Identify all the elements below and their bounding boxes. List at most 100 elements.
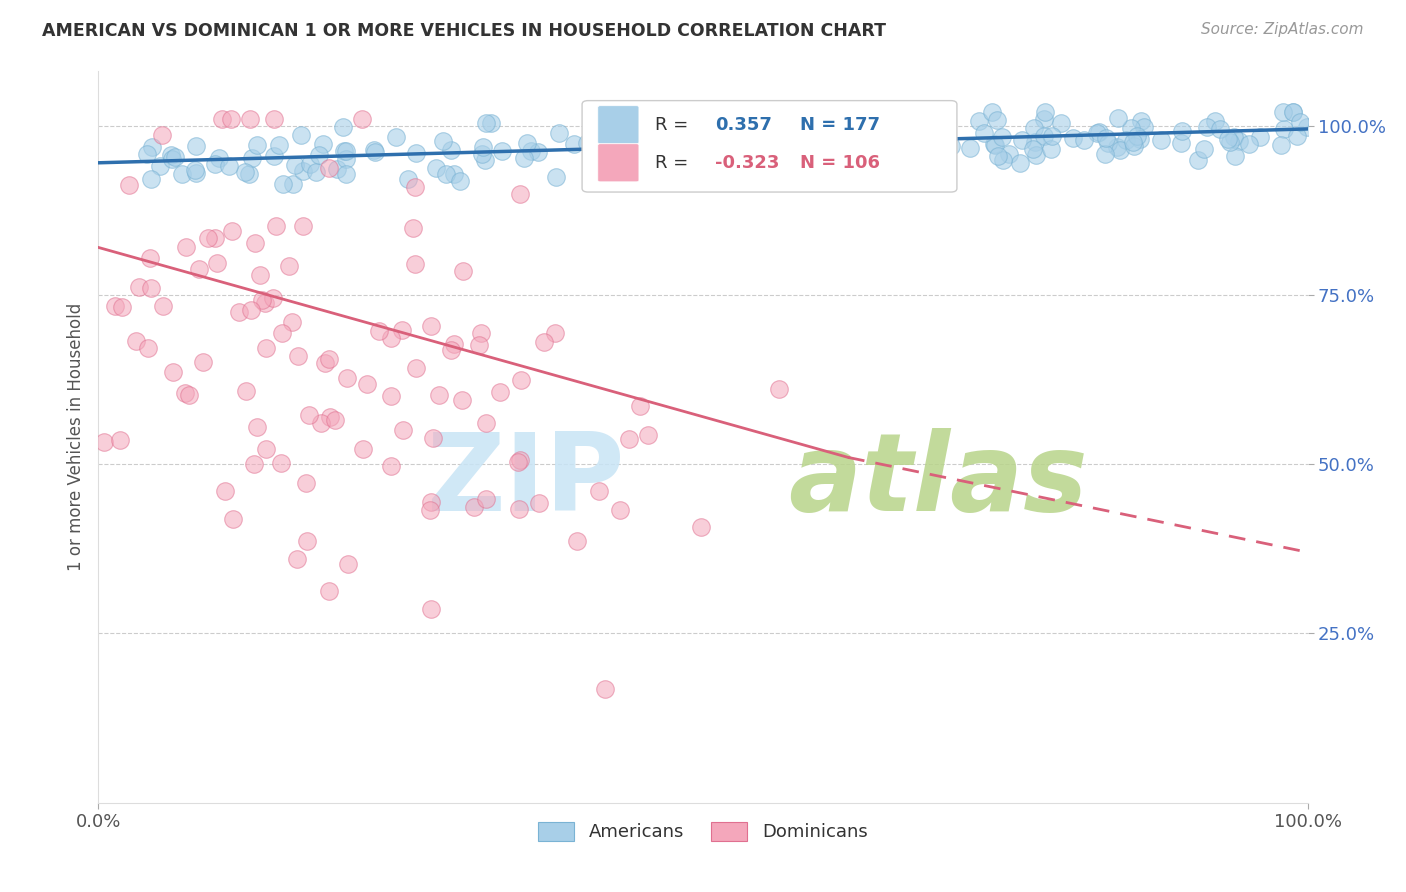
Point	[821, 129, 844, 144]
Point	[292, 219, 315, 233]
Point	[318, 352, 340, 367]
Point	[474, 153, 496, 167]
Point	[118, 178, 141, 192]
Point	[240, 152, 263, 166]
Point	[170, 167, 193, 181]
Point	[434, 167, 457, 181]
Point	[744, 133, 766, 147]
Legend: Americans, Dominicans: Americans, Dominicans	[531, 814, 875, 848]
Point	[813, 128, 835, 142]
Point	[335, 152, 357, 166]
Point	[986, 113, 1008, 128]
Point	[987, 149, 1010, 163]
Point	[290, 128, 312, 142]
Point	[773, 115, 796, 129]
Point	[765, 116, 787, 130]
Point	[270, 456, 292, 470]
Point	[474, 491, 496, 506]
Point	[468, 337, 491, 351]
Point	[352, 442, 374, 456]
Point	[1218, 131, 1240, 145]
Point	[141, 172, 163, 186]
Point	[271, 177, 294, 191]
Point	[204, 157, 226, 171]
Point	[489, 385, 512, 400]
Point	[891, 139, 914, 153]
Point	[222, 512, 245, 526]
Point	[245, 236, 267, 251]
Point	[1225, 149, 1247, 163]
Point	[294, 475, 316, 490]
Point	[128, 280, 150, 294]
Point	[509, 373, 531, 387]
Point	[422, 431, 444, 445]
Point	[427, 388, 450, 402]
Point	[920, 135, 942, 149]
Point	[991, 130, 1014, 145]
Point	[1062, 131, 1084, 145]
Point	[470, 326, 492, 340]
Point	[690, 520, 713, 534]
Point	[1204, 114, 1226, 128]
Point	[1282, 105, 1305, 120]
Point	[650, 147, 672, 161]
Point	[419, 503, 441, 517]
Point	[1274, 121, 1296, 136]
Point	[184, 166, 207, 180]
Point	[141, 140, 163, 154]
Point	[253, 296, 276, 310]
Point	[929, 144, 952, 158]
Point	[1209, 121, 1232, 136]
Point	[918, 149, 941, 163]
Point	[93, 434, 115, 449]
Point	[1270, 137, 1292, 152]
Point	[308, 148, 330, 162]
Point	[617, 432, 640, 446]
Point	[174, 386, 197, 401]
Point	[520, 144, 543, 158]
Point	[1295, 120, 1317, 134]
Point	[543, 326, 565, 341]
Point	[1024, 135, 1046, 149]
Point	[197, 231, 219, 245]
Point	[1042, 128, 1064, 143]
Point	[419, 602, 441, 616]
Point	[1040, 142, 1063, 156]
Point	[647, 165, 669, 179]
Point	[927, 145, 949, 159]
Point	[239, 112, 262, 126]
Point	[1282, 105, 1305, 120]
Point	[299, 157, 322, 171]
Point	[1132, 120, 1154, 134]
Point	[786, 133, 808, 147]
Point	[295, 533, 318, 548]
Point	[924, 120, 946, 135]
Point	[439, 143, 461, 157]
Point	[1049, 116, 1071, 130]
Point	[512, 151, 534, 165]
Point	[245, 138, 267, 153]
Point	[263, 112, 285, 126]
Point	[305, 165, 328, 179]
Text: atlas: atlas	[787, 428, 1087, 534]
Point	[152, 299, 174, 313]
Text: 0.357: 0.357	[716, 116, 772, 134]
Point	[432, 134, 454, 148]
Point	[586, 157, 609, 171]
Point	[162, 366, 184, 380]
Point	[139, 251, 162, 265]
Point	[780, 145, 803, 160]
Point	[283, 177, 305, 191]
FancyBboxPatch shape	[582, 101, 957, 192]
Point	[246, 420, 269, 434]
Point	[380, 458, 402, 473]
Point	[1121, 121, 1143, 136]
Point	[242, 457, 264, 471]
Point	[876, 116, 898, 130]
Point	[281, 315, 304, 329]
Point	[472, 139, 495, 153]
Point	[135, 147, 157, 161]
FancyBboxPatch shape	[598, 144, 638, 182]
Point	[1170, 136, 1192, 150]
Point	[335, 167, 357, 181]
